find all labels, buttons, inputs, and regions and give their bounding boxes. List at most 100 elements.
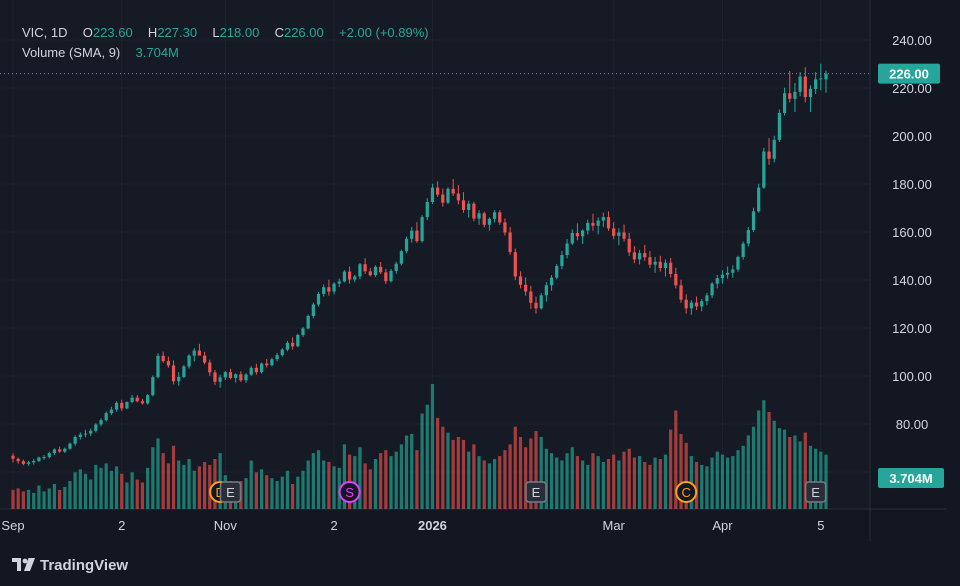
volume-bar: [456, 436, 460, 509]
volume-bar: [762, 400, 766, 509]
time-tick-label: Mar: [602, 518, 625, 533]
volume-bar: [120, 473, 124, 509]
volume-bar: [32, 492, 36, 509]
volume-bar: [254, 472, 258, 509]
volume-bar: [42, 491, 46, 509]
candle-body: [275, 355, 279, 360]
time-tick-label: 5: [817, 518, 824, 533]
volume-bar: [270, 478, 274, 509]
volume-bar: [637, 456, 642, 509]
volume-bar: [316, 450, 321, 509]
volume-bar: [430, 384, 435, 509]
volume-bar: [358, 447, 362, 509]
candle-body: [420, 217, 424, 242]
candle-body: [674, 274, 678, 286]
volume-bar: [342, 444, 347, 509]
event-marker-corporate-label: C: [681, 485, 690, 500]
chart-legend[interactable]: VIC, 1D O223.60 H227.30 L218.00 C226.00 …: [22, 23, 429, 63]
volume-bar: [777, 428, 782, 509]
price-tick-label: 120.00: [892, 321, 932, 336]
volume-indicator-label: Volume (SMA, 9): [22, 45, 121, 60]
volume-bar: [803, 432, 807, 509]
volume-bar: [363, 463, 367, 509]
event-marker-earnings: [219, 481, 242, 503]
volume-bar: [549, 453, 554, 509]
tradingview-branding[interactable]: TradingView: [12, 554, 128, 576]
candle-body: [591, 222, 595, 226]
volume-bar: [565, 453, 569, 509]
candle-body: [192, 350, 196, 356]
price-tick-label: 80.00: [896, 417, 929, 432]
candle-body: [824, 73, 828, 80]
close-value: 226.00: [283, 25, 324, 40]
volume-bar: [52, 484, 57, 509]
candle-body: [529, 291, 533, 303]
candle-body: [524, 284, 528, 292]
volume-bar: [663, 454, 668, 509]
candle-body: [182, 366, 186, 377]
candle-body: [120, 402, 124, 409]
volume-bar: [265, 475, 269, 509]
price-tick-label: 240.00: [892, 33, 932, 48]
time-tick-label: 2: [330, 518, 337, 533]
candle-body: [726, 272, 730, 275]
candle-body: [731, 269, 735, 273]
volume-bar: [404, 435, 409, 509]
interval-label: 1D: [50, 25, 68, 40]
volume-bar: [99, 467, 103, 509]
volume-bar: [415, 450, 419, 509]
volume-bar: [322, 460, 326, 509]
time-axis[interactable]: Sep 2 Nov 2 2026 Mar Apr 5: [1, 518, 824, 533]
candle-body: [161, 355, 165, 362]
volume-bar: [89, 479, 93, 509]
candles: [11, 63, 828, 466]
volume-bar: [280, 476, 284, 509]
volume-bar: [259, 469, 264, 509]
candle-body: [544, 285, 548, 296]
candle-body: [265, 363, 269, 366]
candle-body: [549, 277, 554, 286]
candle-body: [42, 457, 46, 459]
volume-bar: [389, 456, 393, 509]
event-marker-corporate: [675, 481, 698, 503]
volume-bar: [171, 445, 176, 509]
volume-bar: [21, 491, 25, 509]
volume-bar: [782, 429, 787, 509]
candle-body: [658, 261, 662, 268]
candle-body: [57, 449, 62, 452]
candle-body: [694, 302, 699, 307]
candle-body: [751, 211, 756, 231]
candle-body: [565, 243, 569, 256]
volume-bar: [187, 459, 191, 509]
volume-indicator-value: 3.704M: [135, 45, 179, 60]
volume-bar: [715, 451, 719, 509]
candle-body: [653, 261, 657, 265]
candle-body: [11, 455, 15, 459]
volume-bar: [746, 435, 750, 509]
candle-body: [788, 93, 792, 99]
candle-body: [311, 304, 315, 316]
volume-bar: [461, 439, 466, 509]
volume-bar: [575, 456, 580, 509]
candle-body: [140, 401, 145, 404]
volume-bar: [192, 470, 196, 509]
price-tick-label: 100.00: [892, 369, 932, 384]
event-markers[interactable]: DESECE: [209, 481, 827, 503]
volume-bar: [617, 460, 621, 509]
volume-bar: [658, 459, 662, 509]
candle-body: [301, 328, 305, 335]
candle-body: [663, 262, 668, 268]
candle-body: [808, 88, 813, 98]
volume-bar: [156, 438, 160, 509]
candle-body: [720, 274, 725, 279]
price-axis[interactable]: 240.00 220.00 200.00 180.00 160.00 140.00 120.…: [892, 33, 932, 480]
candle-body: [482, 213, 486, 225]
candle-body: [487, 218, 492, 225]
candle-body: [114, 402, 119, 410]
candle-body: [669, 262, 673, 274]
volume-bar: [208, 464, 212, 509]
volume-bar: [94, 464, 98, 509]
candle-body: [244, 374, 248, 381]
